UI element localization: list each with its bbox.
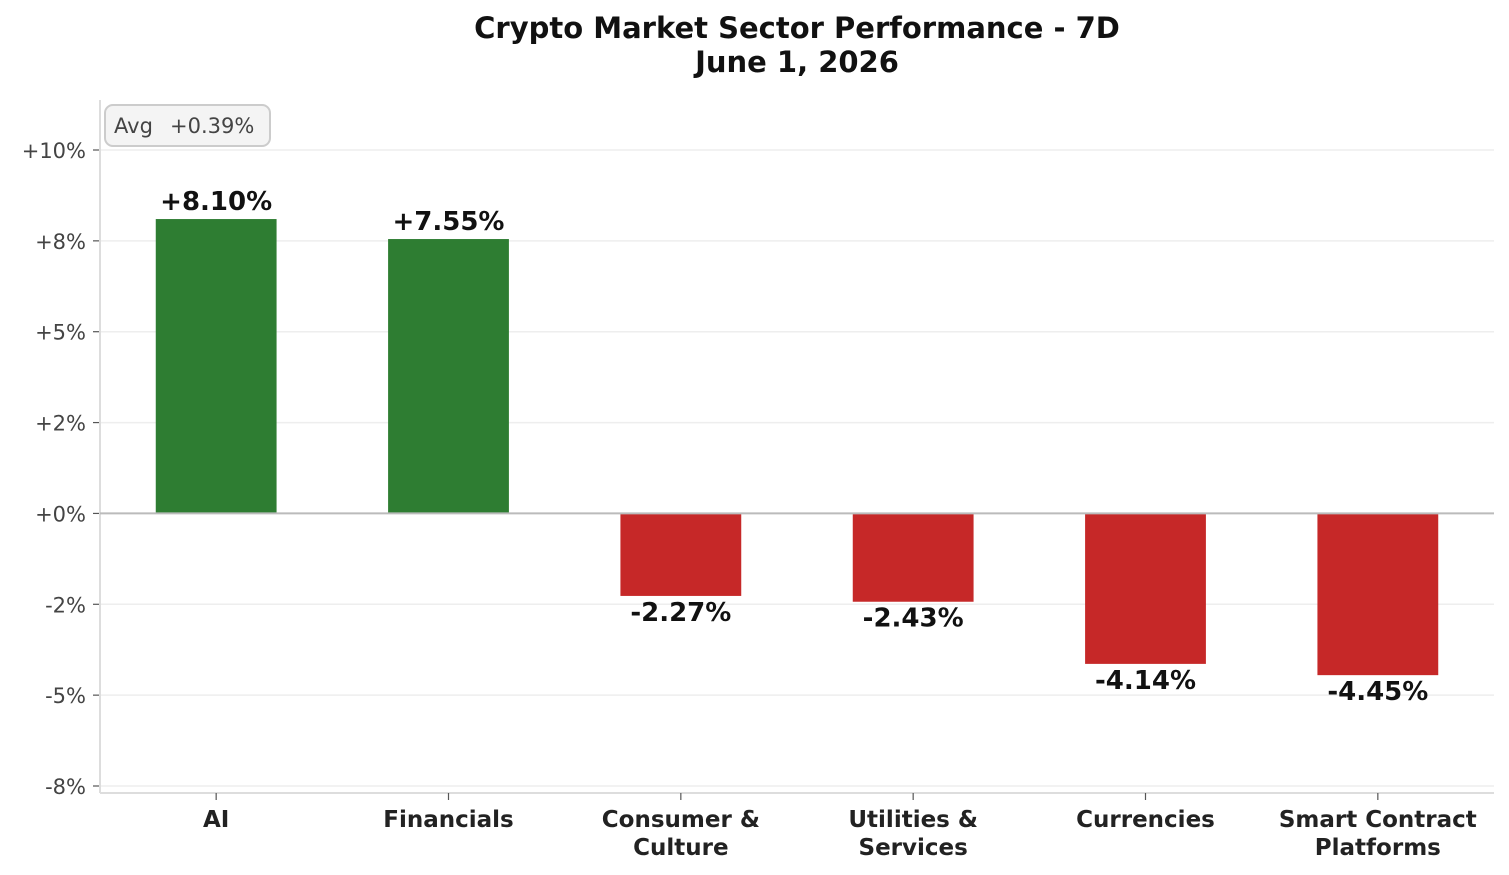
x-tick-label: Culture	[633, 835, 728, 861]
x-tick-label: Platforms	[1315, 835, 1441, 861]
x-tick-label: Financials	[383, 807, 513, 833]
avg-box	[104, 104, 271, 147]
grid-layer	[100, 149, 1494, 787]
bar	[620, 513, 742, 596]
data-label: -2.27%	[630, 598, 731, 628]
x-tick-label: Currencies	[1076, 807, 1215, 833]
y-tick-label: +8%	[35, 230, 86, 254]
data-label: -4.45%	[1327, 677, 1428, 707]
bar	[1085, 513, 1206, 664]
data-label: +7.55%	[393, 207, 505, 237]
axis-layer: +10% +8% +5% +2% +0% -2% -5% -8% AI Financials Con…	[22, 100, 1494, 861]
y-tick-label: -2%	[45, 593, 86, 617]
y-tick-label: +0%	[35, 502, 86, 526]
bar	[852, 513, 974, 602]
bar	[1317, 513, 1439, 676]
y-tick-label: +10%	[22, 139, 86, 163]
bar	[388, 239, 509, 514]
x-tick-label: AI	[203, 807, 229, 833]
chart-subtitle: June 1, 2026	[693, 45, 899, 79]
data-label: +8.10%	[160, 187, 272, 217]
avg-value: +0.39%	[170, 114, 254, 138]
data-label: -4.14%	[1095, 666, 1196, 696]
avg-annotation: Avg +0.39%	[104, 104, 271, 147]
y-tick-label: -5%	[45, 684, 86, 708]
bar	[155, 219, 277, 514]
y-tick-label: +5%	[35, 321, 86, 345]
data-label: -2.43%	[863, 604, 964, 634]
x-tick-label: Smart Contract	[1279, 807, 1477, 833]
x-tick-label: Utilities &	[848, 807, 978, 833]
avg-label: Avg	[114, 114, 153, 138]
chart-title: Crypto Market Sector Performance - 7D	[474, 11, 1120, 45]
bars-layer	[155, 219, 1439, 676]
y-tick-label: +2%	[35, 412, 86, 436]
x-tick-label: Consumer &	[602, 807, 760, 833]
y-tick-label: -8%	[45, 775, 86, 799]
x-tick-label: Services	[859, 835, 968, 861]
labels-layer: +8.10% +7.55% -2.27% -2.43% -4.14% -4.45%	[160, 187, 1428, 707]
